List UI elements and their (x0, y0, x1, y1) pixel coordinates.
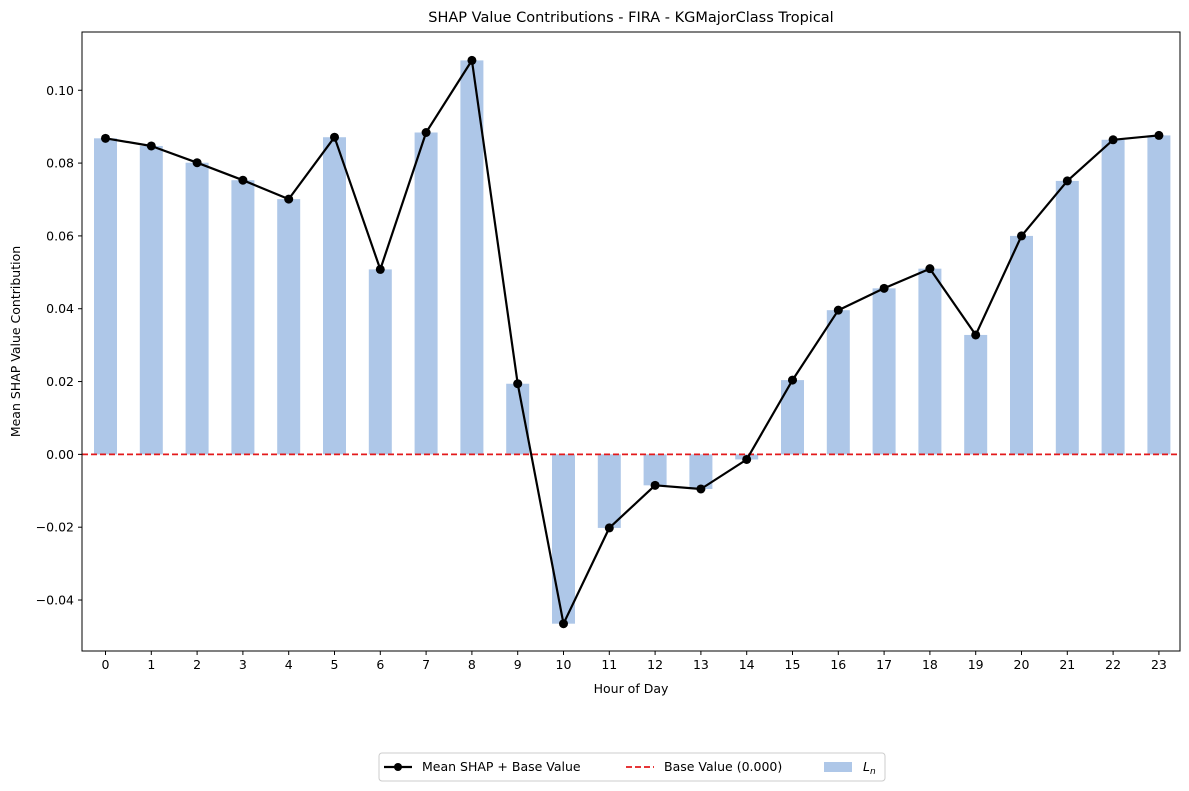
bar-hour-16 (826, 310, 850, 455)
bar-hour-11 (597, 454, 621, 528)
point-hour-10 (559, 619, 568, 629)
legend-entry-mean-shap: Mean SHAP + Base Value (384, 759, 581, 774)
x-tick-label: 10 (556, 657, 572, 672)
point-hour-17 (879, 283, 889, 293)
y-tick-label: 0.00 (46, 447, 74, 462)
point-hour-8 (467, 55, 477, 65)
point-hour-1 (146, 141, 156, 151)
point-hour-9 (513, 379, 523, 389)
x-axis: 0 1 2 3 4 5 6 7 8 9 10 11 12 13 14 15 16 17 18 19 20 21 22 23 (102, 651, 1167, 672)
legend-marker-swatch (394, 763, 402, 771)
x-tick-label: 18 (922, 657, 938, 672)
legend-label-mean-shap: Mean SHAP + Base Value (422, 759, 581, 774)
point-hour-12 (650, 480, 660, 490)
point-hour-22 (1108, 135, 1118, 145)
legend-label-ln-subscript: n (870, 767, 876, 777)
bar-hour-13 (689, 454, 713, 489)
bar-hour-4 (277, 199, 301, 455)
point-hour-6 (375, 264, 385, 274)
legend-bar-swatch (824, 762, 852, 772)
legend-entry-ln: Ln (824, 759, 876, 777)
y-tick-label: 0.04 (46, 301, 74, 316)
y-tick-label: −0.02 (36, 520, 74, 535)
mean-shap-line-layer (101, 55, 1164, 629)
legend-entry-base-value: Base Value (0.000) (626, 759, 782, 774)
point-hour-5 (330, 132, 339, 142)
x-tick-label: 8 (468, 657, 476, 672)
bar-hour-21 (1055, 180, 1079, 455)
x-tick-label: 1 (147, 657, 155, 672)
x-tick-label: 23 (1151, 657, 1167, 672)
x-tick-label: 15 (785, 657, 801, 672)
legend-label-ln: Ln (863, 759, 876, 777)
bar-hour-18 (918, 268, 942, 455)
point-hour-21 (1062, 176, 1072, 186)
x-tick-label: 9 (514, 657, 522, 672)
bar-hour-6 (368, 269, 392, 455)
x-tick-label: 2 (193, 657, 201, 672)
point-hour-15 (788, 375, 797, 385)
x-tick-label: 17 (876, 657, 892, 672)
bar-hour-7 (414, 132, 438, 455)
bar-hour-0 (94, 138, 117, 455)
bar-hour-10 (552, 454, 575, 624)
plot-frame (81, 31, 1181, 652)
mean-shap-line (105, 59, 1160, 625)
point-hour-16 (833, 305, 843, 315)
x-tick-label: 5 (331, 657, 339, 672)
point-hour-18 (925, 264, 935, 274)
bar-hour-15 (781, 380, 804, 455)
bar-hour-3 (231, 180, 255, 455)
x-tick-label: 3 (239, 657, 247, 672)
x-axis-label: Hour of Day (594, 681, 669, 696)
x-tick-label: 13 (693, 657, 709, 672)
point-hour-11 (604, 523, 614, 533)
point-hour-20 (1017, 231, 1026, 241)
legend: Mean SHAP + Base Value Base Value (0.000… (378, 752, 886, 782)
point-hour-4 (284, 194, 294, 204)
x-tick-label: 19 (968, 657, 984, 672)
x-tick-label: 4 (285, 657, 293, 672)
x-tick-label: 21 (1059, 657, 1075, 672)
bar-hour-12 (643, 454, 667, 486)
point-hour-23 (1154, 130, 1164, 140)
bar-hour-17 (872, 288, 896, 455)
y-tick-label: 0.02 (46, 374, 74, 389)
bar-hour-9 (506, 383, 530, 455)
x-tick-label: 7 (422, 657, 430, 672)
x-tick-label: 0 (102, 657, 110, 672)
legend-label-base-value: Base Value (0.000) (664, 759, 782, 774)
point-hour-2 (192, 158, 202, 168)
x-tick-label: 11 (601, 657, 617, 672)
bar-hour-19 (964, 334, 988, 455)
y-tick-label: 0.08 (46, 156, 74, 171)
y-axis: −0.04 −0.02 0.00 0.02 0.04 0.06 0.08 0.10 (36, 83, 82, 608)
y-tick-label: −0.04 (36, 593, 74, 608)
x-tick-label: 22 (1105, 657, 1121, 672)
point-hour-3 (238, 175, 248, 185)
x-tick-label: 12 (647, 657, 663, 672)
x-tick-label: 20 (1014, 657, 1030, 672)
chart-title: SHAP Value Contributions - FIRA - KGMajo… (428, 10, 833, 26)
bar-hour-2 (185, 162, 209, 455)
point-hour-14 (742, 454, 752, 464)
bar-hour-1 (139, 145, 163, 455)
bar-hour-8 (460, 60, 484, 455)
y-tick-label: 0.06 (46, 228, 74, 243)
point-hour-7 (421, 127, 431, 137)
point-hour-13 (696, 484, 706, 494)
x-tick-label: 6 (376, 657, 384, 672)
point-hour-19 (971, 330, 981, 340)
bar-hour-22 (1101, 139, 1125, 455)
bar-hour-20 (1010, 235, 1033, 455)
x-tick-label: 14 (739, 657, 755, 672)
point-hour-0 (101, 133, 110, 143)
bars-layer (94, 60, 1171, 624)
x-tick-label: 16 (830, 657, 846, 672)
bar-hour-23 (1147, 135, 1171, 455)
y-axis-label: Mean SHAP Value Contribution (8, 246, 23, 437)
y-tick-label: 0.10 (46, 83, 74, 98)
bar-hour-5 (323, 137, 346, 455)
